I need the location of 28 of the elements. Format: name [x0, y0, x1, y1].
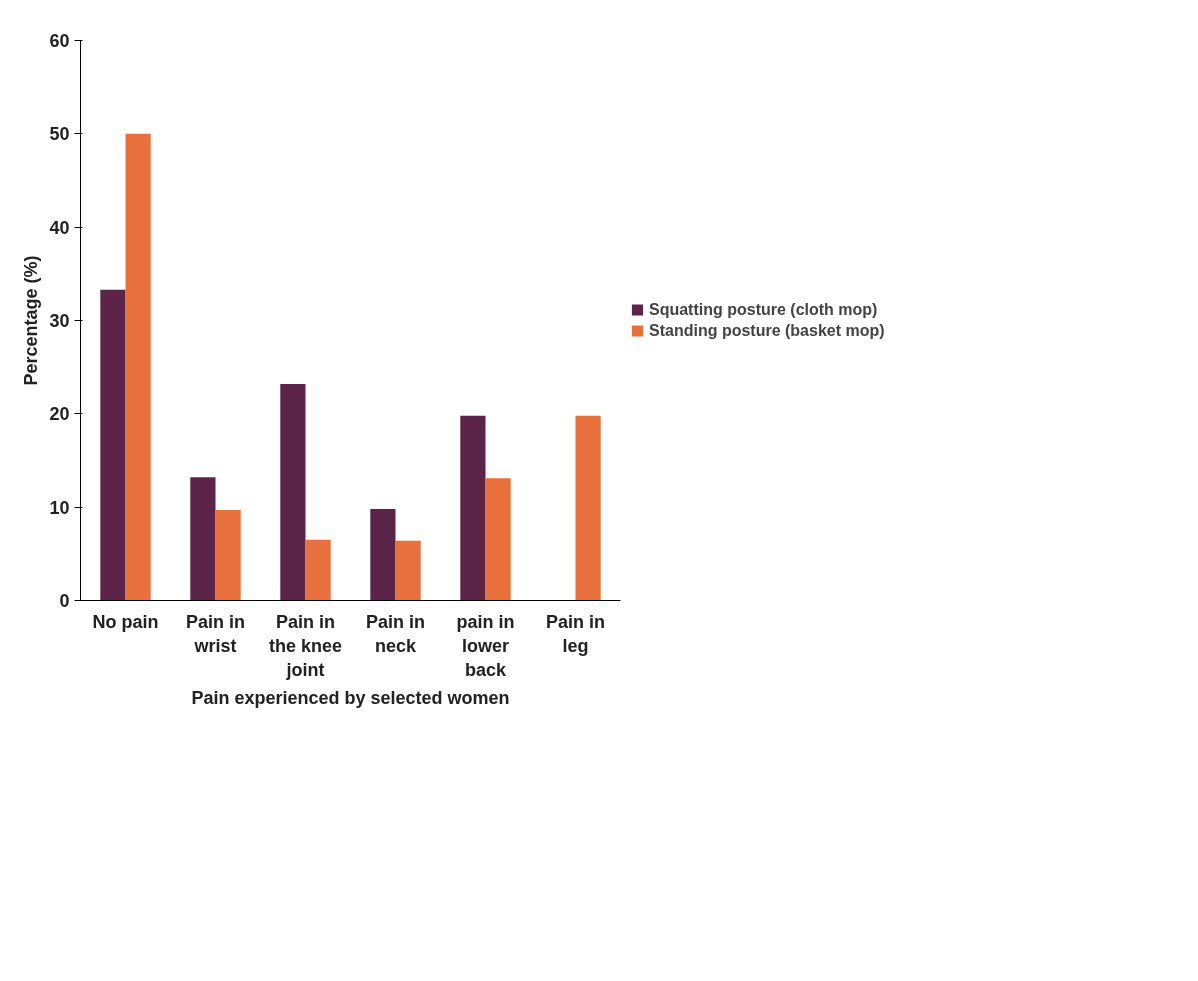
x-tick-label: pain in lower back	[456, 611, 515, 680]
bar	[215, 509, 241, 601]
x-tick-label: Pain in the knee joint	[268, 611, 343, 680]
bar	[125, 133, 151, 601]
y-axis-title: Percentage (%)	[21, 255, 42, 386]
bar	[370, 509, 396, 601]
y-tick-label: 0	[59, 591, 70, 611]
bar	[460, 415, 486, 601]
x-tick-label: No pain	[92, 611, 159, 632]
y-tick-label: 30	[49, 311, 70, 331]
y-tick-label: 50	[49, 124, 70, 145]
y-tick-label: 40	[49, 217, 70, 238]
legend-label: Standing posture (basket mop)	[649, 321, 885, 340]
bar	[305, 539, 331, 601]
y-tick-label: 20	[49, 404, 70, 425]
y-tick-label: 10	[49, 497, 70, 518]
legend-label: Squatting posture (cloth mop)	[649, 300, 878, 319]
bar	[280, 383, 306, 601]
y-tick-label: 60	[49, 31, 70, 51]
x-tick-label: Pain in leg	[546, 611, 606, 656]
bar	[575, 415, 601, 601]
bar	[395, 540, 421, 601]
bar	[485, 478, 511, 601]
x-tick-label: Pain in neck	[366, 611, 426, 656]
x-axis-title: Pain experienced by selected women	[191, 687, 510, 708]
bar	[100, 289, 126, 601]
x-tick-label: Pain in wrist	[186, 611, 246, 656]
bar	[190, 477, 216, 601]
